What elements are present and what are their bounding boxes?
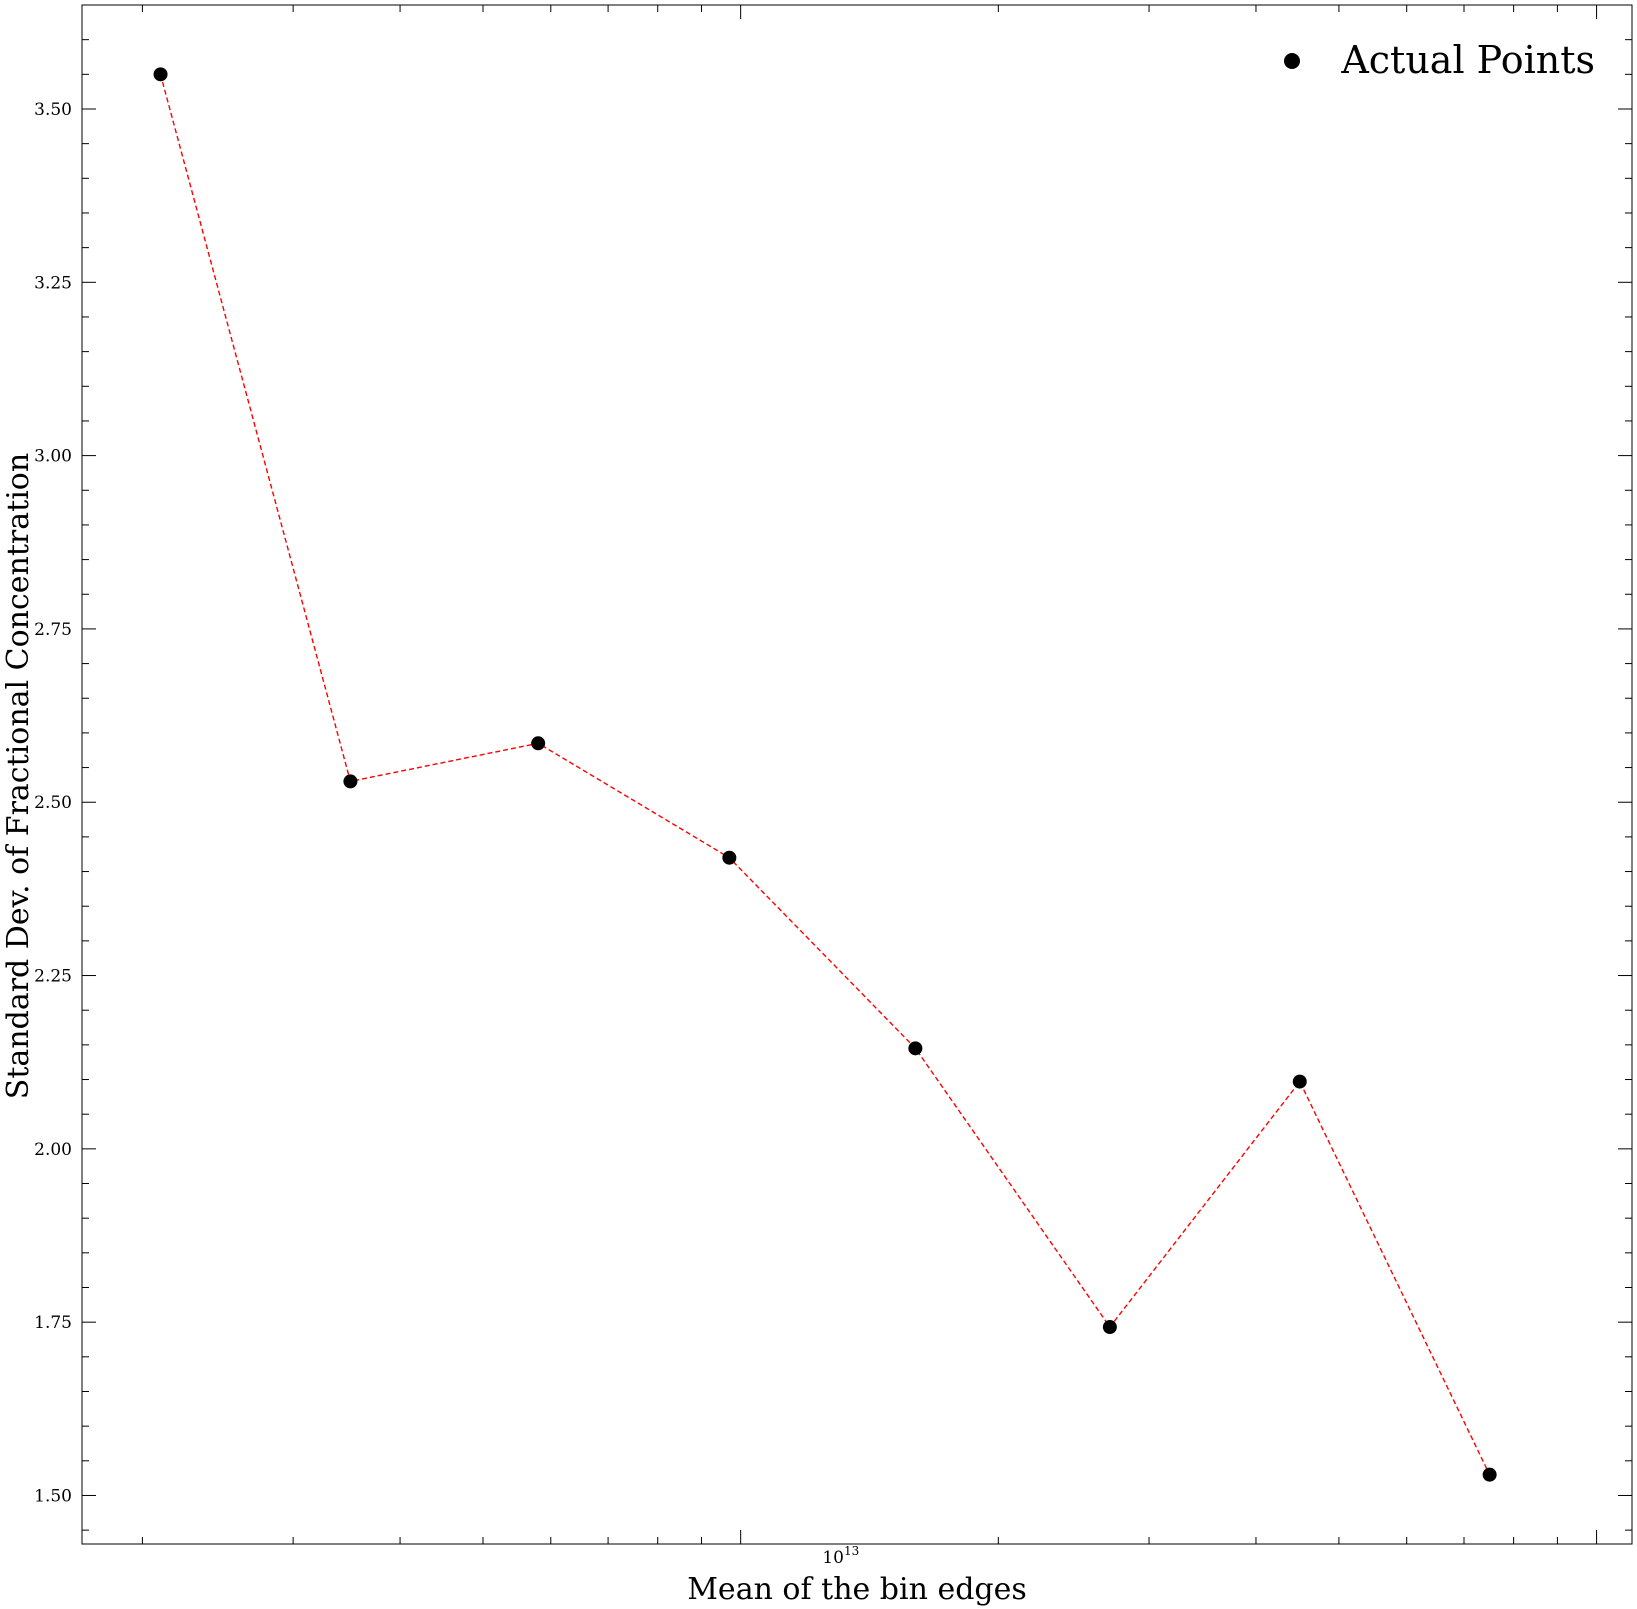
data-point (1102, 1320, 1117, 1335)
data-point (1292, 1074, 1307, 1089)
legend-label: Actual Points (1340, 38, 1595, 82)
data-point (1482, 1467, 1497, 1482)
legend: Actual Points (1284, 38, 1595, 82)
series-group (153, 67, 1497, 1482)
y-tick-label: 3.25 (34, 273, 72, 293)
y-tick-label: 1.50 (34, 1486, 72, 1506)
y-tick-label: 2.75 (34, 620, 72, 640)
y-tick-label: 3.50 (34, 100, 72, 120)
y-axis-label: Standard Dev. of Fractional Concentratio… (1, 453, 36, 1099)
plot-frame (81, 4, 1633, 1545)
x-tick-label-exponent: 13 (844, 1544, 859, 1558)
y-tick-label: 1.75 (34, 1313, 72, 1333)
y-tick-label: 2.50 (34, 793, 72, 813)
data-point (531, 736, 546, 751)
y-tick-label: 3.00 (34, 447, 72, 467)
series-line (159, 74, 1491, 1476)
x-tick-label-base: 10 (822, 1548, 844, 1568)
axis-ticks (82, 4, 1632, 1544)
data-point (153, 67, 168, 82)
legend-marker (1284, 53, 1300, 69)
data-point (722, 850, 737, 865)
x-tick-labels: 10 13 (822, 1544, 859, 1568)
data-point (908, 1041, 923, 1056)
data-point (343, 774, 358, 789)
y-tick-labels: 1.50 1.75 2.00 2.25 2.50 2.75 3.00 3.25 3.50 (34, 100, 72, 1506)
y-tick-label: 2.25 (34, 967, 72, 987)
y-tick-label: 2.00 (34, 1140, 72, 1160)
x-axis-label: Mean of the bin edges (687, 1572, 1027, 1607)
